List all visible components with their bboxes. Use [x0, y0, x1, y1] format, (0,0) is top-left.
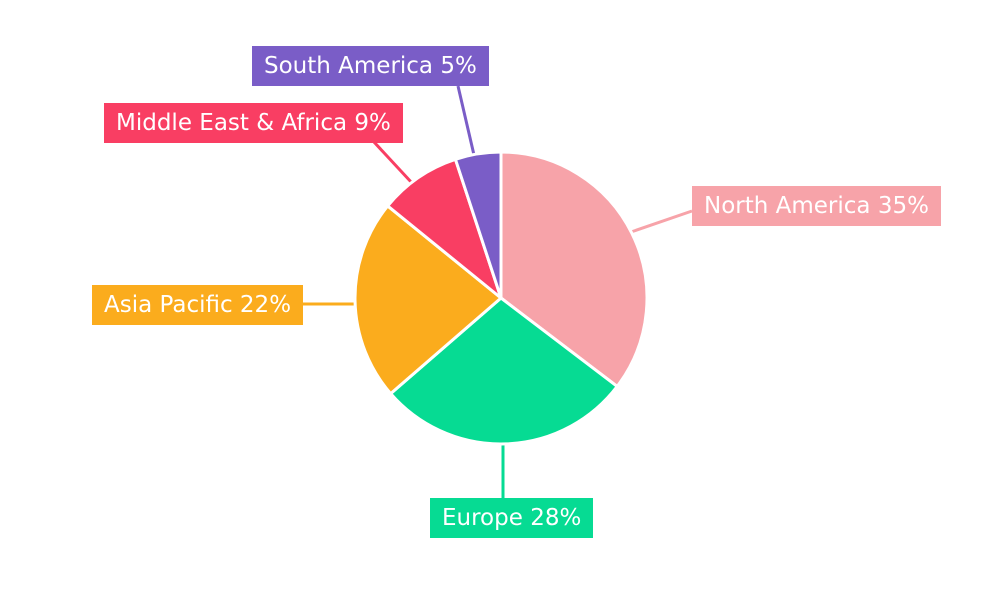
slice-label-europe: Europe 28% [430, 498, 594, 538]
slice-label-asia-pacific: Asia Pacific 22% [92, 285, 304, 325]
slice-label-north-america: North America 35% [692, 186, 941, 226]
leader-line-north-america [630, 209, 693, 234]
pie-slice-north-america[interactable] [499, 150, 649, 388]
slice-label-south-america: South America 5% [252, 46, 489, 86]
pie-slice-middle-east-africa[interactable] [386, 157, 503, 300]
pie-slice-asia-pacific[interactable] [353, 204, 503, 396]
slice-label-middle-east-africa: Middle East & Africa 9% [104, 103, 403, 143]
pie-slice-south-america[interactable] [453, 150, 503, 300]
leader-line-south-america [456, 85, 476, 156]
pie-slice-europe[interactable] [389, 296, 619, 446]
leader-line-middle-east-africa [372, 140, 414, 185]
